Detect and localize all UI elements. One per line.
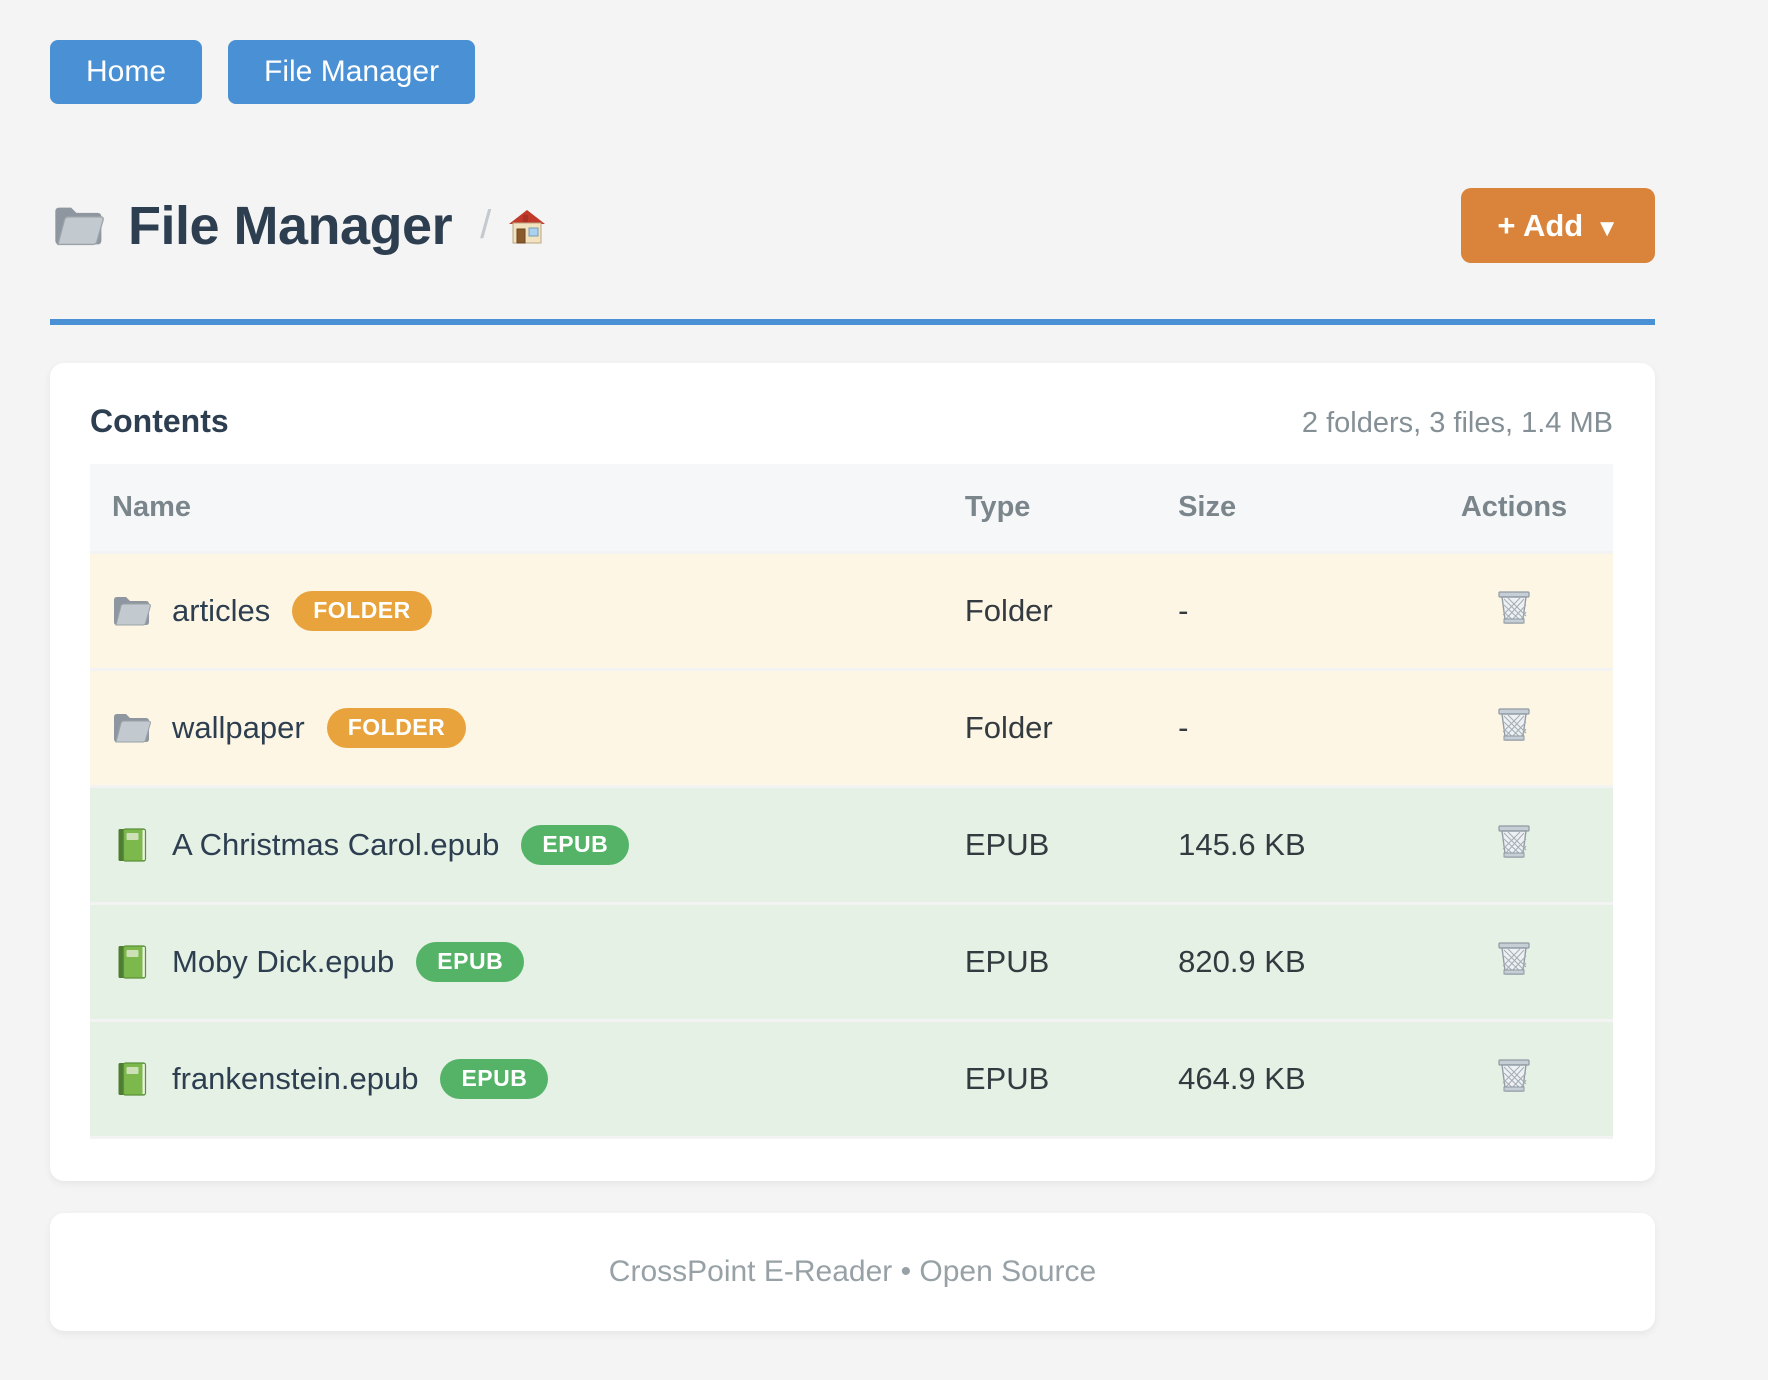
file-manager-button[interactable]: File Manager (228, 40, 476, 104)
trash-icon (1498, 591, 1530, 624)
type-cell: Folder (942, 552, 1157, 670)
delete-button[interactable] (1493, 586, 1535, 628)
contents-card-header: Contents 2 folders, 3 files, 1.4 MB (90, 403, 1613, 440)
footer: CrossPoint E-Reader • Open Source (50, 1213, 1655, 1331)
name-cell: wallpaper FOLDER (112, 708, 943, 748)
actions-cell (1415, 786, 1613, 904)
type-cell: EPUB (942, 1020, 1157, 1138)
column-header-actions: Actions (1415, 464, 1613, 553)
table-row[interactable]: A Christmas Carol.epub EPUB EPUB 145.6 K… (90, 786, 1613, 904)
page-header: File Manager / + Add ▼ (50, 188, 1655, 263)
top-nav: Home File Manager (50, 40, 1655, 104)
breadcrumb-separator: / (480, 203, 492, 247)
file-name[interactable]: A Christmas Carol.epub (172, 827, 500, 862)
file-name[interactable]: articles (172, 593, 271, 628)
file-table-body: articles FOLDER Folder - wallpaper FOLDE… (90, 552, 1613, 1138)
contents-card: Contents 2 folders, 3 files, 1.4 MB Name… (50, 363, 1655, 1181)
table-row[interactable]: articles FOLDER Folder - (90, 552, 1613, 670)
title-rule (50, 319, 1655, 325)
file-table: Name Type Size Actions articles FOLDER F… (90, 464, 1613, 1139)
type-badge: FOLDER (292, 591, 432, 631)
trash-icon (1498, 708, 1530, 741)
type-cell: EPUB (942, 903, 1157, 1021)
card-title: Contents (90, 403, 229, 439)
column-header-size: Size (1156, 464, 1415, 553)
size-cell: 145.6 KB (1156, 786, 1415, 904)
name-cell: A Christmas Carol.epub EPUB (112, 825, 943, 865)
size-cell: 820.9 KB (1156, 903, 1415, 1021)
name-cell: articles FOLDER (112, 591, 943, 631)
folder-icon (113, 713, 151, 743)
breadcrumb: / (480, 203, 547, 248)
type-badge: EPUB (416, 942, 525, 982)
file-name[interactable]: Moby Dick.epub (172, 944, 395, 979)
book-icon (117, 1062, 147, 1096)
file-name[interactable]: frankenstein.epub (172, 1061, 419, 1096)
book-icon (117, 945, 147, 979)
size-cell: - (1156, 669, 1415, 787)
add-button-label: + Add (1497, 208, 1584, 243)
delete-button[interactable] (1493, 1054, 1535, 1096)
actions-cell (1415, 669, 1613, 787)
type-badge: FOLDER (326, 708, 467, 748)
actions-cell (1415, 903, 1613, 1021)
type-cell: Folder (942, 669, 1157, 787)
footer-text: CrossPoint E-Reader • Open Source (608, 1255, 1097, 1288)
delete-button[interactable] (1493, 937, 1535, 979)
house-icon[interactable] (507, 207, 547, 245)
book-icon (117, 828, 147, 862)
folder-icon (113, 596, 151, 626)
name-cell: frankenstein.epub EPUB (112, 1059, 943, 1099)
type-badge: EPUB (440, 1059, 549, 1099)
name-cell: Moby Dick.epub EPUB (112, 942, 943, 982)
contents-summary: 2 folders, 3 files, 1.4 MB (1301, 407, 1613, 439)
column-header-type: Type (942, 464, 1157, 553)
actions-cell (1415, 552, 1613, 670)
page-title: File Manager (128, 195, 453, 256)
page: Home File Manager File Manager / + Add ▼ … (50, 0, 1655, 1331)
type-badge: EPUB (521, 825, 630, 865)
size-cell: - (1156, 552, 1415, 670)
table-row[interactable]: frankenstein.epub EPUB EPUB 464.9 KB (90, 1020, 1613, 1138)
column-header-name: Name (90, 464, 943, 553)
type-cell: EPUB (942, 786, 1157, 904)
trash-icon (1498, 825, 1530, 858)
table-row[interactable]: wallpaper FOLDER Folder - (90, 669, 1613, 787)
file-name[interactable]: wallpaper (172, 710, 305, 745)
folder-icon (54, 206, 104, 245)
delete-button[interactable] (1493, 703, 1535, 745)
table-row[interactable]: Moby Dick.epub EPUB EPUB 820.9 KB (90, 903, 1613, 1021)
actions-cell (1415, 1020, 1613, 1138)
delete-button[interactable] (1493, 820, 1535, 862)
add-button[interactable]: + Add ▼ (1461, 188, 1655, 263)
trash-icon (1498, 1059, 1530, 1092)
trash-icon (1498, 942, 1530, 975)
chevron-down-icon: ▼ (1595, 215, 1619, 242)
table-header-row: Name Type Size Actions (90, 464, 1613, 553)
size-cell: 464.9 KB (1156, 1020, 1415, 1138)
title-group: File Manager / (50, 195, 547, 257)
home-button[interactable]: Home (50, 40, 203, 104)
